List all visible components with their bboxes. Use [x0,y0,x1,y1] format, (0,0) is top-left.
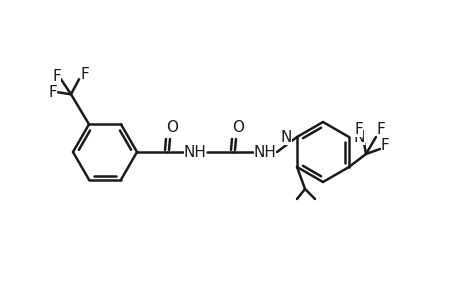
Text: O: O [231,119,243,134]
Text: F: F [52,69,61,84]
Text: F: F [380,137,388,152]
Text: NH: NH [183,145,206,160]
Text: O: O [166,119,178,134]
Text: NH: NH [253,145,276,160]
Text: N: N [353,130,364,145]
Text: F: F [80,67,89,82]
Text: F: F [354,122,363,136]
Text: F: F [49,85,57,100]
Text: N: N [280,130,291,145]
Text: F: F [376,122,385,136]
